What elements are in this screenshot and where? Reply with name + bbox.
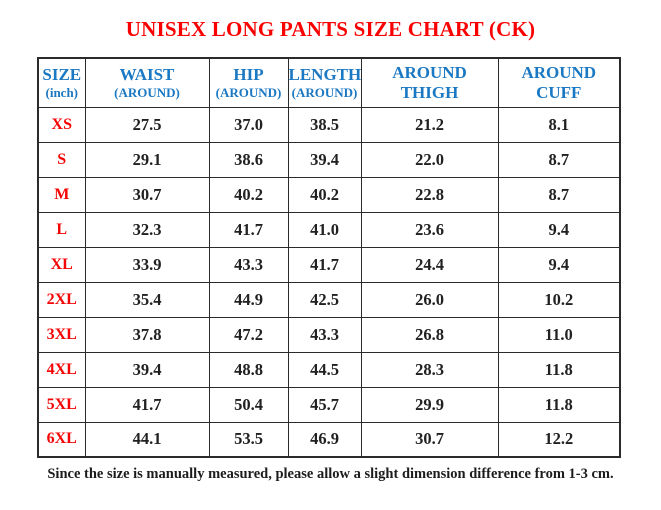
size-cell: XS [37, 106, 86, 143]
table-row: 5XL 41.7 50.4 45.7 29.9 11.8 [37, 386, 621, 423]
size-chart-table: SIZE (inch) WAIST (AROUND) HIP (AROUND) … [37, 57, 621, 458]
length-cell: 42.5 [287, 281, 362, 318]
column-header-sublabel: (inch) [45, 84, 79, 100]
length-cell: 41.0 [287, 211, 362, 248]
hip-cell: 43.3 [208, 246, 289, 283]
table-row: L 32.3 41.7 41.0 23.6 9.4 [37, 211, 621, 248]
cuff-cell: 11.0 [497, 316, 621, 353]
waist-cell: 44.1 [84, 421, 210, 458]
thigh-cell: 30.7 [360, 421, 499, 458]
size-cell: 3XL [37, 316, 86, 353]
size-cell: 2XL [37, 281, 86, 318]
cuff-cell: 11.8 [497, 351, 621, 388]
hip-cell: 40.2 [208, 176, 289, 213]
length-cell: 38.5 [287, 106, 362, 143]
column-header-label: SIZE [42, 65, 82, 85]
hip-cell: 53.5 [208, 421, 289, 458]
size-cell: M [37, 176, 86, 213]
hip-cell: 50.4 [208, 386, 289, 423]
size-cell: 5XL [37, 386, 86, 423]
length-cell: 46.9 [287, 421, 362, 458]
hip-cell: 37.0 [208, 106, 289, 143]
cuff-cell: 8.1 [497, 106, 621, 143]
waist-cell: 39.4 [84, 351, 210, 388]
column-header-length: LENGTH (AROUND) [287, 57, 362, 108]
hip-cell: 48.8 [208, 351, 289, 388]
table-row: 2XL 35.4 44.9 42.5 26.0 10.2 [37, 281, 621, 318]
cuff-cell: 8.7 [497, 176, 621, 213]
length-cell: 40.2 [287, 176, 362, 213]
cuff-cell: 12.2 [497, 421, 621, 458]
thigh-cell: 26.8 [360, 316, 499, 353]
thigh-cell: 29.9 [360, 386, 499, 423]
thigh-cell: 21.2 [360, 106, 499, 143]
table-row: XS 27.5 37.0 38.5 21.2 8.1 [37, 106, 621, 143]
column-header-waist: WAIST (AROUND) [84, 57, 210, 108]
hip-cell: 47.2 [208, 316, 289, 353]
size-cell: 6XL [37, 421, 86, 458]
column-header-size: SIZE (inch) [37, 57, 86, 108]
table-row: M 30.7 40.2 40.2 22.8 8.7 [37, 176, 621, 213]
hip-cell: 41.7 [208, 211, 289, 248]
thigh-cell: 22.0 [360, 141, 499, 178]
footer-note: Since the size is manually measured, ple… [47, 466, 614, 482]
length-cell: 39.4 [287, 141, 362, 178]
header-row: SIZE (inch) WAIST (AROUND) HIP (AROUND) … [37, 57, 621, 108]
thigh-cell: 24.4 [360, 246, 499, 283]
length-cell: 43.3 [287, 316, 362, 353]
size-cell: XL [37, 246, 86, 283]
waist-cell: 35.4 [84, 281, 210, 318]
thigh-cell: 26.0 [360, 281, 499, 318]
waist-cell: 32.3 [84, 211, 210, 248]
table-row: 6XL 44.1 53.5 46.9 30.7 12.2 [37, 421, 621, 458]
table-row: 4XL 39.4 48.8 44.5 28.3 11.8 [37, 351, 621, 388]
size-cell: S [37, 141, 86, 178]
waist-cell: 37.8 [84, 316, 210, 353]
page-title: UNISEX LONG PANTS SIZE CHART (CK) [125, 17, 536, 41]
column-header-sublabel: (AROUND) [291, 84, 358, 100]
column-header-sublabel: (AROUND) [114, 84, 180, 100]
column-header-label: CUFF [536, 82, 582, 102]
cuff-cell: 9.4 [497, 246, 621, 283]
waist-cell: 27.5 [84, 106, 210, 143]
cuff-cell: 11.8 [497, 386, 621, 423]
column-header-label: AROUND [392, 63, 467, 83]
cuff-cell: 10.2 [497, 281, 621, 318]
length-cell: 41.7 [287, 246, 362, 283]
column-header-label: AROUND [521, 63, 597, 83]
table-row: XL 33.9 43.3 41.7 24.4 9.4 [37, 246, 621, 283]
column-header-label: LENGTH [288, 65, 362, 85]
table-row: 3XL 37.8 47.2 43.3 26.8 11.0 [37, 316, 621, 353]
length-cell: 44.5 [287, 351, 362, 388]
waist-cell: 30.7 [84, 176, 210, 213]
waist-cell: 33.9 [84, 246, 210, 283]
hip-cell: 44.9 [208, 281, 289, 318]
waist-cell: 29.1 [84, 141, 210, 178]
column-header-around-thigh: AROUND THIGH [360, 57, 499, 108]
hip-cell: 38.6 [208, 141, 289, 178]
column-header-label: HIP [233, 65, 264, 85]
column-header-label: WAIST [119, 65, 175, 85]
column-header-hip: HIP (AROUND) [208, 57, 289, 108]
column-header-label: THIGH [400, 82, 459, 102]
table-row: S 29.1 38.6 39.4 22.0 8.7 [37, 141, 621, 178]
size-cell: L [37, 211, 86, 248]
size-cell: 4XL [37, 351, 86, 388]
column-header-around-cuff: AROUND CUFF [497, 57, 621, 108]
cuff-cell: 9.4 [497, 211, 621, 248]
waist-cell: 41.7 [84, 386, 210, 423]
thigh-cell: 22.8 [360, 176, 499, 213]
cuff-cell: 8.7 [497, 141, 621, 178]
thigh-cell: 23.6 [360, 211, 499, 248]
column-header-sublabel: (AROUND) [215, 84, 282, 100]
thigh-cell: 28.3 [360, 351, 499, 388]
length-cell: 45.7 [287, 386, 362, 423]
